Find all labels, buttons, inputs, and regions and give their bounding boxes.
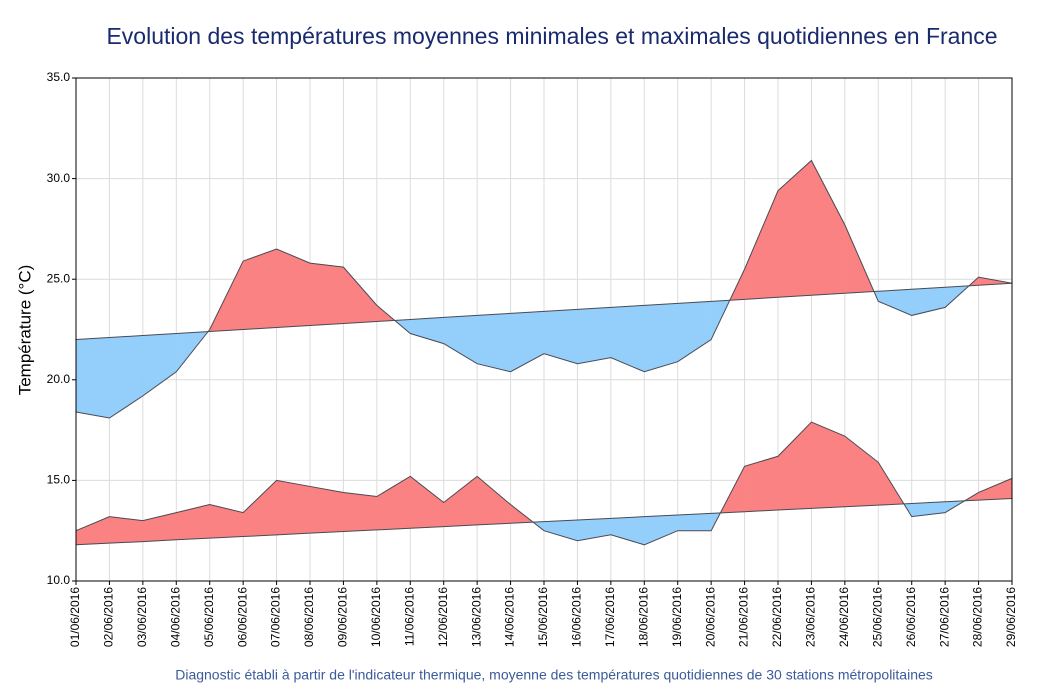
difference-area xyxy=(75,516,110,546)
difference-area xyxy=(476,313,511,373)
difference-area xyxy=(978,478,1013,501)
x-tick-label: 01/06/2016 xyxy=(68,587,82,647)
observed-line xyxy=(75,421,1013,546)
x-tick-label: 14/06/2016 xyxy=(503,587,517,647)
x-tick-label: 08/06/2016 xyxy=(302,587,316,647)
x-tick-label: 11/06/2016 xyxy=(402,587,416,646)
x-tick-label: 10/06/2016 xyxy=(369,587,383,647)
observed-line xyxy=(75,159,1013,419)
difference-area xyxy=(443,475,478,527)
difference-area xyxy=(376,475,411,531)
y-tick-label: 30.0 xyxy=(47,171,71,185)
difference-area xyxy=(443,315,478,365)
y-tick-label: 10.0 xyxy=(47,573,71,587)
difference-area xyxy=(75,337,110,419)
difference-area xyxy=(577,307,612,365)
chart-title: Evolution des températures moyennes mini… xyxy=(106,23,997,49)
x-tick-label: 03/06/2016 xyxy=(135,587,149,647)
difference-area xyxy=(543,519,578,542)
difference-area xyxy=(777,159,812,298)
x-tick-label: 27/06/2016 xyxy=(937,587,951,647)
difference-area xyxy=(309,262,344,326)
x-tick-label: 21/06/2016 xyxy=(737,587,751,647)
x-tick-label: 12/06/2016 xyxy=(436,587,450,647)
x-tick-label: 18/06/2016 xyxy=(636,587,650,647)
y-tick-label: 20.0 xyxy=(47,372,71,386)
reference-line xyxy=(75,498,1013,546)
x-tick-label: 05/06/2016 xyxy=(202,587,216,647)
x-tick-label: 16/06/2016 xyxy=(570,587,584,647)
x-tick-label: 23/06/2016 xyxy=(804,587,818,647)
x-tick-label: 26/06/2016 xyxy=(904,587,918,647)
difference-area xyxy=(209,504,244,539)
x-tick-label: 07/06/2016 xyxy=(269,587,283,647)
footnote: Diagnostic établi à partir de l'indicate… xyxy=(175,667,933,683)
difference-area xyxy=(309,486,344,534)
difference-area xyxy=(878,288,912,316)
x-tick-label: 09/06/2016 xyxy=(336,587,350,647)
difference-area xyxy=(610,516,645,546)
x-tick-label: 22/06/2016 xyxy=(770,587,784,647)
difference-area xyxy=(343,266,378,324)
difference-area xyxy=(109,335,144,419)
y-tick-label: 25.0 xyxy=(47,271,71,285)
x-tick-label: 15/06/2016 xyxy=(536,587,550,647)
difference-area xyxy=(644,303,678,373)
y-axis-label: Température (°C) xyxy=(15,265,34,396)
x-tick-label: 29/06/2016 xyxy=(1004,587,1018,647)
difference-area xyxy=(343,492,378,532)
x-tick-label: 06/06/2016 xyxy=(235,587,249,647)
x-tick-label: 28/06/2016 xyxy=(971,587,985,647)
x-tick-label: 02/06/2016 xyxy=(102,587,116,647)
x-tick-label: 25/06/2016 xyxy=(870,587,884,647)
x-tick-label: 17/06/2016 xyxy=(603,587,617,647)
difference-area xyxy=(242,248,277,330)
difference-area xyxy=(410,317,444,344)
difference-area xyxy=(677,513,712,531)
x-tick-label: 13/06/2016 xyxy=(469,587,483,647)
difference-area xyxy=(142,333,177,397)
x-tick-label: 04/06/2016 xyxy=(168,587,182,647)
difference-area xyxy=(777,421,812,511)
x-tick-label: 19/06/2016 xyxy=(670,587,684,647)
difference-area xyxy=(410,475,444,529)
difference-area xyxy=(644,514,678,546)
x-tick-label: 24/06/2016 xyxy=(837,587,851,647)
y-tick-label: 35.0 xyxy=(47,70,71,84)
difference-area xyxy=(242,479,277,537)
difference-area xyxy=(109,516,144,544)
x-tick-label: 20/06/2016 xyxy=(703,587,717,647)
y-tick-label: 15.0 xyxy=(47,473,71,487)
difference-area xyxy=(811,421,846,509)
difference-area xyxy=(677,301,712,363)
reference-line xyxy=(75,282,1013,341)
difference-area xyxy=(744,190,779,300)
difference-area xyxy=(276,480,311,536)
plot-border xyxy=(75,77,1013,582)
difference-area xyxy=(610,305,645,373)
difference-area xyxy=(176,504,210,541)
difference-area xyxy=(844,435,879,508)
difference-area xyxy=(811,160,846,296)
